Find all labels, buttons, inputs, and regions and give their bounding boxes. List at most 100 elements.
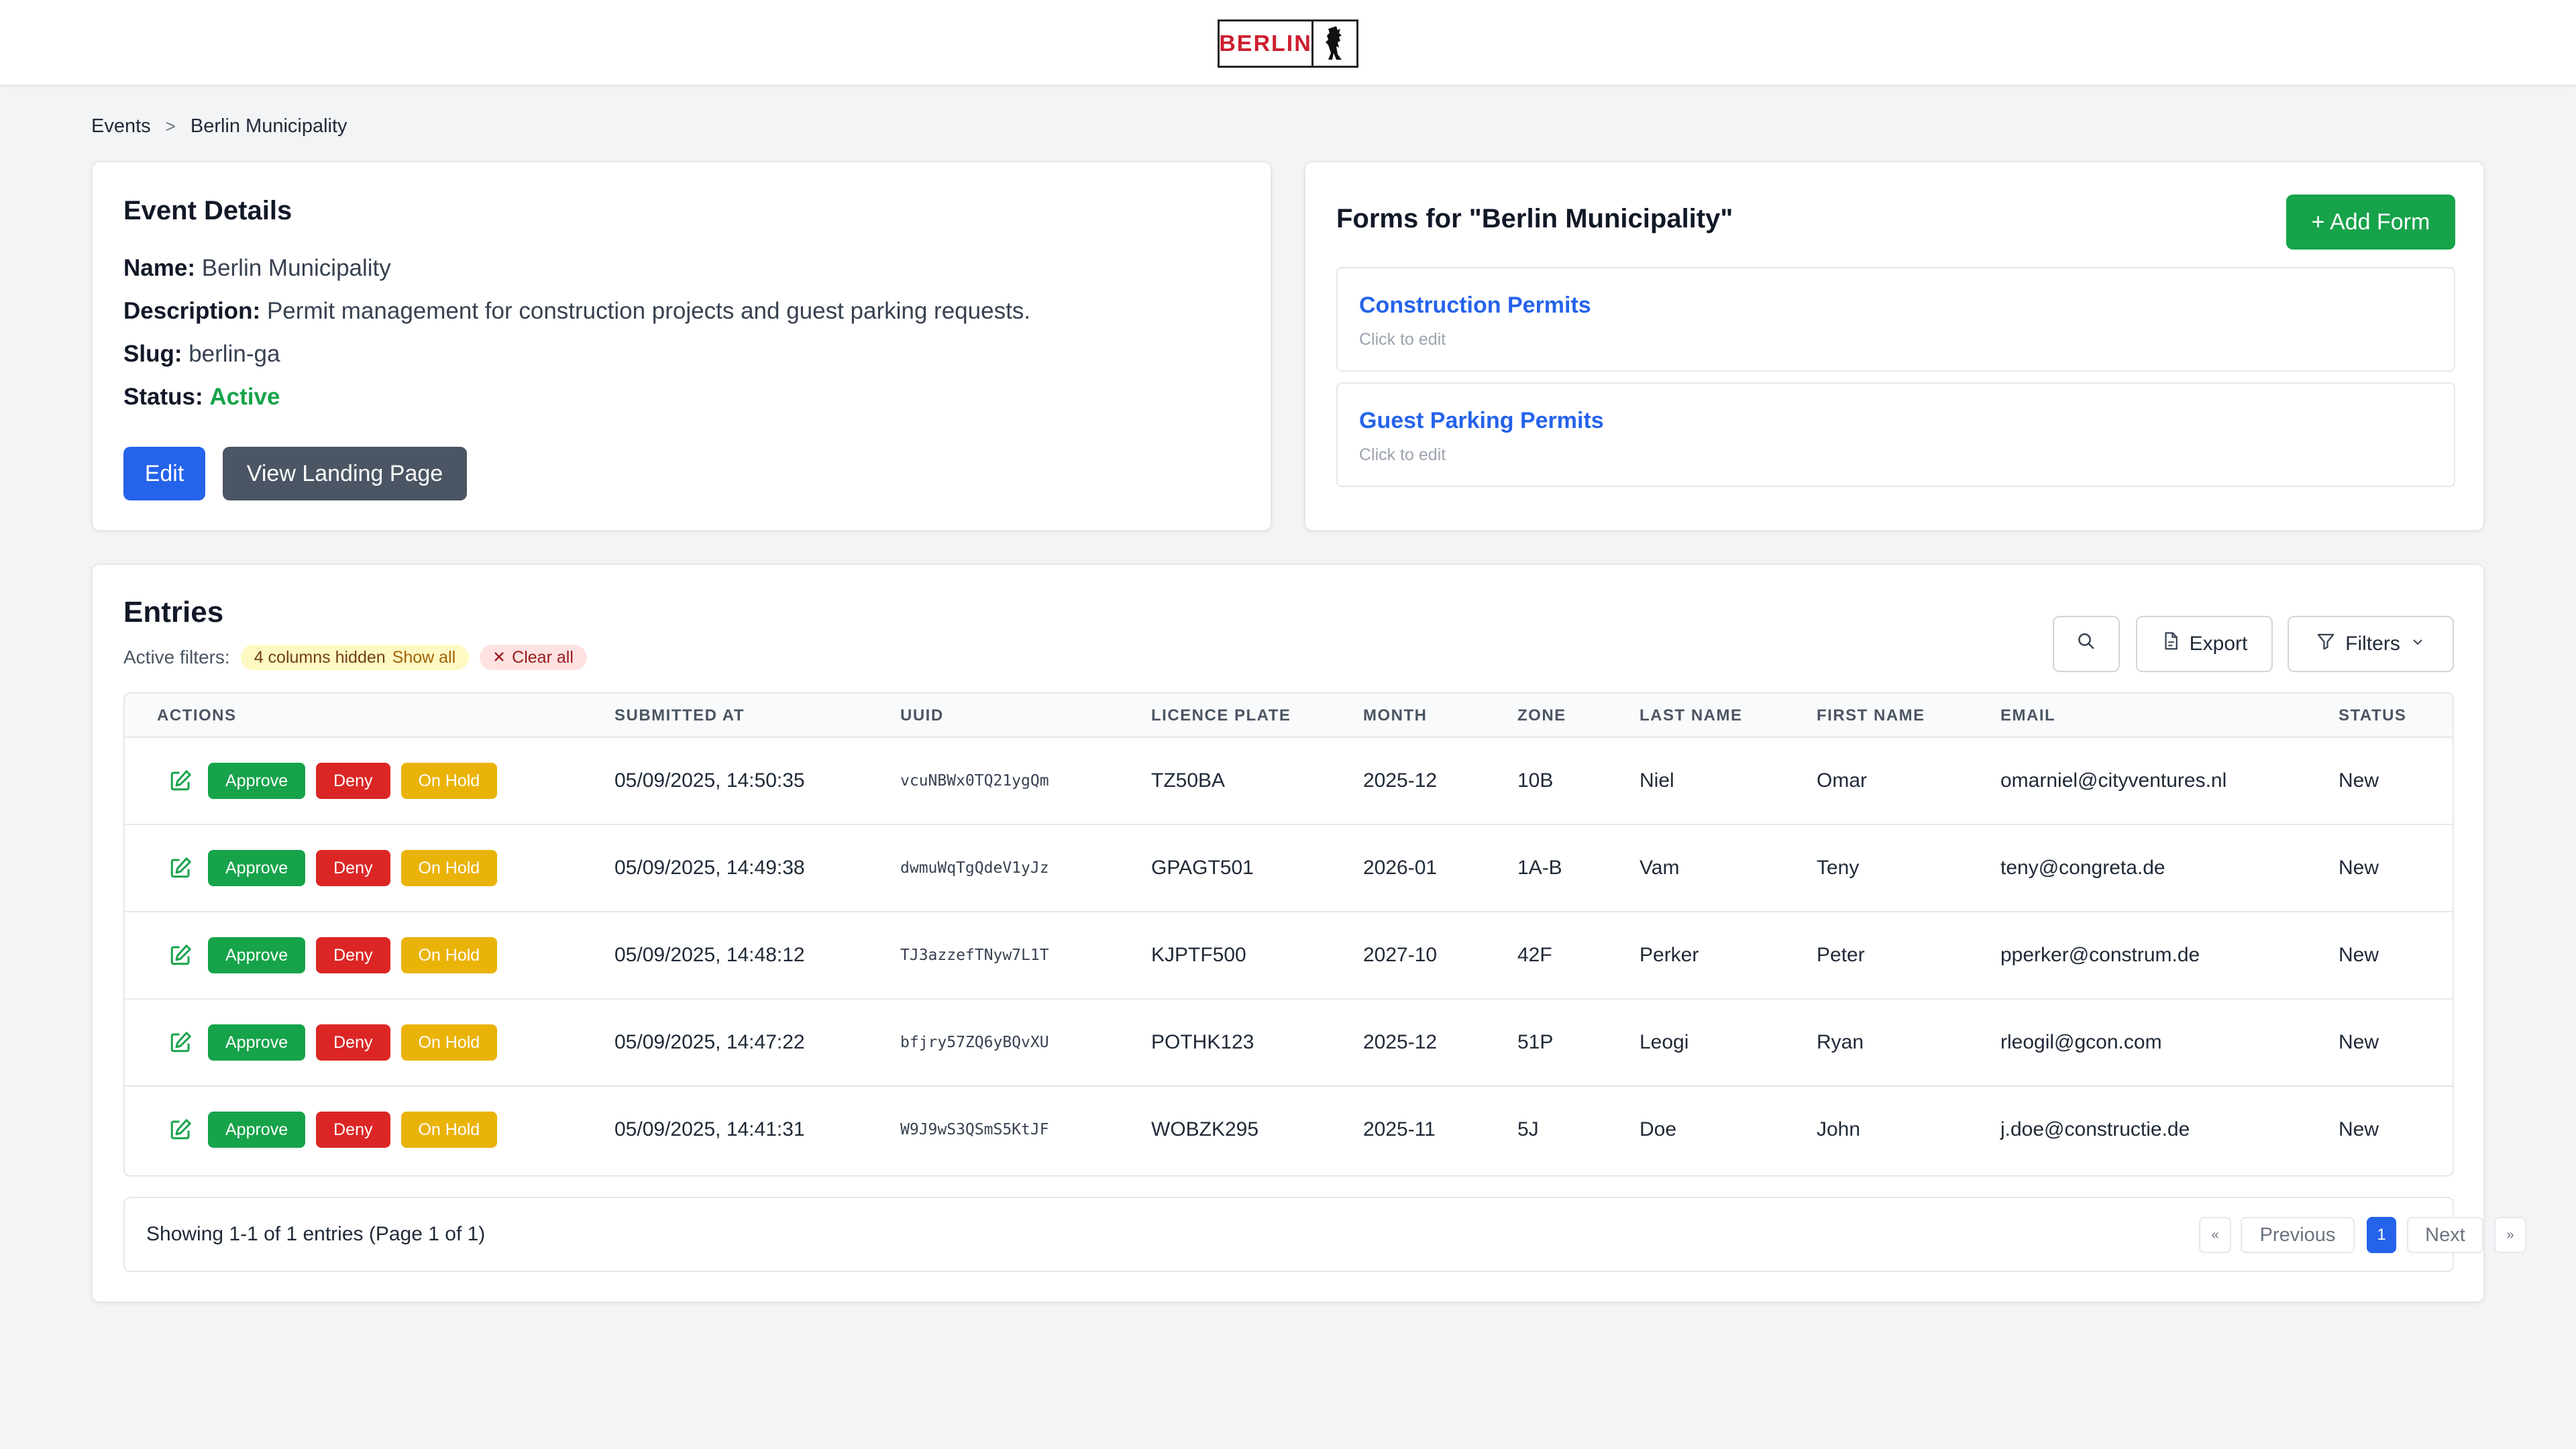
event-details-card: Event Details Name: Berlin Municipality … [91,161,1272,531]
deny-button[interactable]: Deny [316,1112,390,1148]
cell-email: omarniel@cityventures.nl [2000,769,2227,792]
event-description-line: Description: Permit management for const… [123,298,1030,325]
search-icon [2076,631,2096,657]
edit-icon[interactable] [166,767,195,795]
active-filters: Active filters: 4 columns hidden Show al… [123,644,587,671]
table-row: Approve Deny On Hold 05/09/2025, 14:49:38 dw… [125,825,2453,912]
berlin-logo[interactable]: BERLIN [1218,19,1358,68]
table-row: Approve Deny On Hold 05/09/2025, 14:41:31 W9… [125,1087,2453,1174]
next-page-button[interactable]: Next [2407,1217,2483,1253]
deny-button[interactable]: Deny [316,937,390,973]
approve-button[interactable]: Approve [208,1112,306,1148]
filters-label: Filters [2345,633,2400,655]
cell-uuid: bfjry57ZQ6yBQvXU [900,1034,1049,1051]
on-hold-button[interactable]: On Hold [400,850,498,886]
breadcrumb-events[interactable]: Events [91,115,151,137]
cell-last-name: Perker [1640,944,1699,966]
logo-text: BERLIN [1219,21,1313,66]
cell-zone: 42F [1517,944,1552,966]
column-header-zone[interactable]: ZONE [1517,706,1566,724]
export-button[interactable]: Export [2136,616,2273,672]
on-hold-button[interactable]: On Hold [400,1112,498,1148]
row-actions: Approve Deny On Hold [166,763,498,799]
cell-licence-plate: KJPTF500 [1151,944,1246,966]
entries-table: ACTIONS SUBMITTED AT UUID LICENCE PLATE … [123,692,2454,1177]
filters-button[interactable]: Filters [2288,616,2454,672]
clear-all-label: Clear all [512,647,574,667]
cell-status: New [2339,769,2379,792]
column-header-last-name[interactable]: LAST NAME [1640,706,1743,724]
cell-first-name: Peter [1817,944,1865,966]
export-label: Export [2189,633,2248,655]
on-hold-button[interactable]: On Hold [400,937,498,973]
show-all-link[interactable]: Show all [392,647,456,667]
breadcrumb: Events > Berlin Municipality [91,113,347,140]
view-landing-page-button[interactable]: View Landing Page [223,447,467,500]
form-item-name[interactable]: Guest Parking Permits [1359,408,1604,433]
cell-licence-plate: GPAGT501 [1151,857,1254,879]
previous-page-button[interactable]: Previous [2241,1217,2355,1253]
cell-uuid: TJ3azzefTNyw7L1T [900,947,1049,964]
event-description-value: Permit management for construction proje… [266,298,1031,324]
approve-button[interactable]: Approve [208,937,306,973]
approve-button[interactable]: Approve [208,1024,306,1061]
approve-button[interactable]: Approve [208,850,306,886]
first-page-button[interactable]: « [2199,1217,2231,1253]
cell-email: teny@congreta.de [2000,857,2165,879]
cell-month: 2025-12 [1363,769,1438,792]
cell-status: New [2339,1118,2379,1140]
last-page-button[interactable]: » [2494,1217,2526,1253]
page-number-button[interactable]: 1 [2367,1217,2396,1253]
event-status-label: Status: [123,384,203,410]
search-button[interactable] [2053,616,2120,672]
edit-event-button[interactable]: Edit [123,447,205,500]
event-status-line: Status: Active [123,384,280,411]
top-bar: BERLIN [0,0,2576,86]
row-actions: Approve Deny On Hold [166,1112,498,1148]
on-hold-button[interactable]: On Hold [400,763,498,799]
deny-button[interactable]: Deny [316,1024,390,1061]
cell-month: 2027-10 [1363,944,1438,966]
cell-last-name: Doe [1640,1118,1677,1140]
column-header-month[interactable]: MONTH [1363,706,1428,724]
cell-zone: 5J [1517,1118,1539,1140]
column-header-licence-plate[interactable]: LICENCE PLATE [1151,706,1291,724]
column-header-email[interactable]: EMAIL [2000,706,2056,724]
cell-uuid: dwmuWqTgQdeV1yJz [900,859,1049,877]
approve-button[interactable]: Approve [208,763,306,799]
event-description-label: Description: [123,298,261,324]
breadcrumb-current: Berlin Municipality [190,115,347,137]
file-icon [2161,631,2180,657]
edit-icon[interactable] [166,941,195,969]
cell-month: 2025-12 [1363,1031,1438,1053]
cell-first-name: Teny [1817,857,1860,879]
cell-licence-plate: TZ50BA [1151,769,1226,792]
form-item-hint: Click to edit [1359,330,1446,349]
column-header-submitted-at[interactable]: SUBMITTED AT [614,706,745,724]
column-header-first-name[interactable]: FIRST NAME [1817,706,1925,724]
edit-icon[interactable] [166,1028,195,1057]
column-header-status[interactable]: STATUS [2339,706,2407,724]
column-header-uuid[interactable]: UUID [900,706,944,724]
cell-status: New [2339,944,2379,966]
form-item-name[interactable]: Construction Permits [1359,292,1591,318]
add-form-button[interactable]: + Add Form [2286,195,2455,250]
pagination-info: Showing 1-1 of 1 entries (Page 1 of 1) [146,1223,486,1245]
cell-email: j.doe@constructie.de [2000,1118,2190,1140]
funnel-icon [2316,631,2336,657]
on-hold-button[interactable]: On Hold [400,1024,498,1061]
event-details-title: Event Details [123,196,292,225]
clear-all-chip[interactable]: Clear all [480,645,587,670]
deny-button[interactable]: Deny [316,850,390,886]
event-slug-value: berlin-ga [189,341,280,367]
deny-button[interactable]: Deny [316,763,390,799]
edit-icon[interactable] [166,1116,195,1144]
cell-submitted-at: 05/09/2025, 14:50:35 [614,769,805,792]
forms-card: Forms for "Berlin Municipality" + Add Fo… [1304,161,2485,531]
form-item-guest-parking-permits[interactable]: Guest Parking Permits Click to edit [1336,382,2455,487]
cell-submitted-at: 05/09/2025, 14:49:38 [614,857,805,879]
event-name-label: Name: [123,255,195,281]
row-actions: Approve Deny On Hold [166,937,498,973]
edit-icon[interactable] [166,854,195,882]
form-item-construction-permits[interactable]: Construction Permits Click to edit [1336,267,2455,372]
